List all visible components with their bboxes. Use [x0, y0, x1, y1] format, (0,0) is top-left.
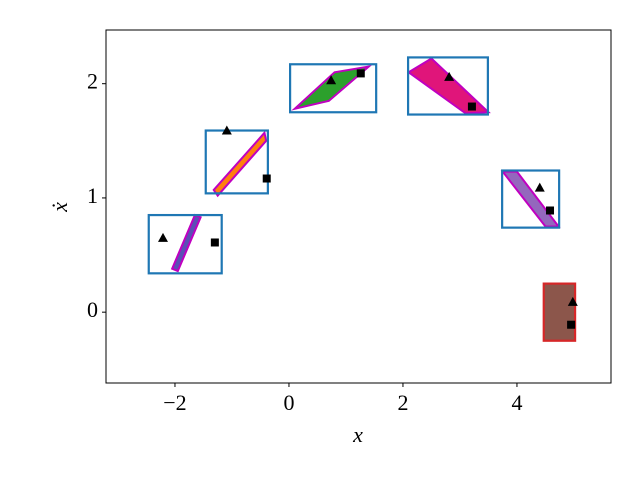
- reachable-region: [291, 64, 373, 111]
- square-marker: [567, 320, 576, 329]
- bounding-box: [204, 129, 269, 195]
- square-marker: [546, 206, 555, 215]
- y-tick-label: 0: [87, 297, 98, 322]
- triangle-marker: [157, 232, 168, 242]
- x-axis-label: x: [352, 422, 363, 447]
- triangle-marker: [326, 75, 337, 85]
- x-tick-label: 2: [397, 390, 408, 415]
- square-marker: [356, 69, 365, 78]
- x-tick-label: −2: [163, 390, 186, 415]
- plot-area: [147, 56, 578, 342]
- triangle-marker: [534, 182, 545, 192]
- x-tick-label: 0: [283, 390, 294, 415]
- triangle-marker: [567, 296, 578, 306]
- square-marker: [467, 102, 476, 111]
- triangle-marker: [444, 71, 455, 81]
- bounding-box: [289, 63, 378, 114]
- x-tick-label: 4: [511, 390, 522, 415]
- bounding-box: [406, 56, 489, 116]
- reachable-region: [170, 213, 202, 273]
- bounding-box: [147, 213, 223, 275]
- square-marker: [210, 238, 219, 247]
- bounding-box: [501, 169, 561, 229]
- square-marker: [262, 174, 271, 183]
- triangle-marker: [221, 125, 232, 135]
- y-axis-label: ẋ: [47, 202, 72, 213]
- y-tick-label: 2: [87, 69, 98, 94]
- axes-frame: [105, 29, 612, 384]
- bounding-box: [542, 282, 577, 342]
- y-tick-label: 1: [87, 183, 98, 208]
